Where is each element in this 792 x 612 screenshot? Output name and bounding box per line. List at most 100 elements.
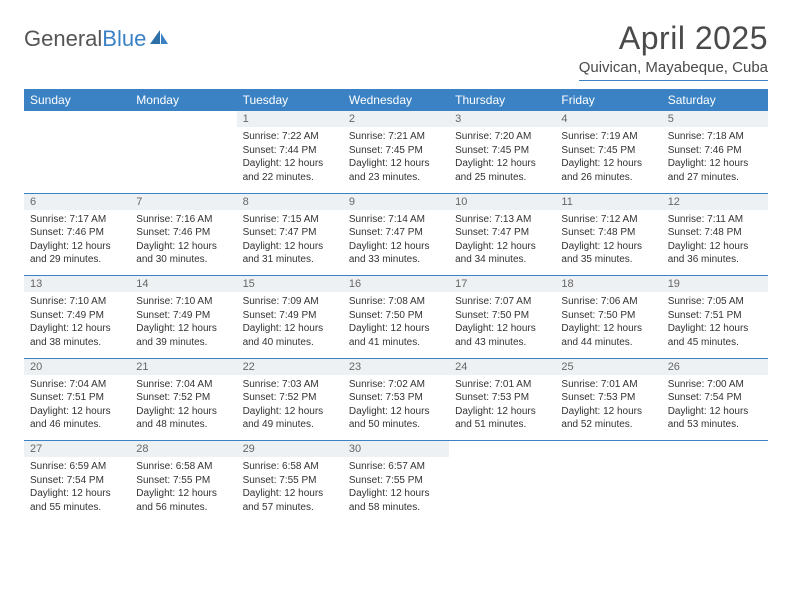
day-info-cell: Sunrise: 7:14 AMSunset: 7:47 PMDaylight:… — [343, 210, 449, 276]
day-number-cell: 22 — [237, 358, 343, 375]
location: Quivican, Mayabeque, Cuba — [579, 59, 768, 81]
day-number-cell: 9 — [343, 193, 449, 210]
day-number-cell: 5 — [662, 111, 768, 127]
sunset: Sunset: 7:48 PM — [561, 226, 655, 240]
day-number-cell: 12 — [662, 193, 768, 210]
day-info-cell: Sunrise: 7:01 AMSunset: 7:53 PMDaylight:… — [449, 375, 555, 441]
day-number-cell: 25 — [555, 358, 661, 375]
sunset: Sunset: 7:45 PM — [349, 144, 443, 158]
day-info-cell — [662, 457, 768, 523]
day-info-cell: Sunrise: 7:21 AMSunset: 7:45 PMDaylight:… — [343, 127, 449, 193]
day-info-cell: Sunrise: 7:01 AMSunset: 7:53 PMDaylight:… — [555, 375, 661, 441]
sunset: Sunset: 7:49 PM — [30, 309, 124, 323]
info-row: Sunrise: 7:04 AMSunset: 7:51 PMDaylight:… — [24, 375, 768, 441]
dow-sat: Saturday — [662, 89, 768, 111]
day-info-cell: Sunrise: 6:57 AMSunset: 7:55 PMDaylight:… — [343, 457, 449, 523]
sunset: Sunset: 7:47 PM — [455, 226, 549, 240]
daynum-row: 20212223242526 — [24, 358, 768, 375]
sunrise: Sunrise: 6:57 AM — [349, 460, 443, 474]
title-block: April 2025 Quivican, Mayabeque, Cuba — [579, 20, 768, 81]
sunrise: Sunrise: 7:07 AM — [455, 295, 549, 309]
day-number-cell: 13 — [24, 276, 130, 293]
day-info-cell: Sunrise: 6:59 AMSunset: 7:54 PMDaylight:… — [24, 457, 130, 523]
sunset: Sunset: 7:47 PM — [243, 226, 337, 240]
sunrise: Sunrise: 7:10 AM — [30, 295, 124, 309]
info-row: Sunrise: 7:17 AMSunset: 7:46 PMDaylight:… — [24, 210, 768, 276]
sunrise: Sunrise: 7:11 AM — [668, 213, 762, 227]
daylight: Daylight: 12 hours and 50 minutes. — [349, 405, 443, 432]
daylight: Daylight: 12 hours and 48 minutes. — [136, 405, 230, 432]
day-info-cell: Sunrise: 7:19 AMSunset: 7:45 PMDaylight:… — [555, 127, 661, 193]
sunset: Sunset: 7:51 PM — [668, 309, 762, 323]
daylight: Daylight: 12 hours and 23 minutes. — [349, 157, 443, 184]
sunrise: Sunrise: 7:14 AM — [349, 213, 443, 227]
day-info-cell: Sunrise: 7:15 AMSunset: 7:47 PMDaylight:… — [237, 210, 343, 276]
sunrise: Sunrise: 7:18 AM — [668, 130, 762, 144]
daylight: Daylight: 12 hours and 52 minutes. — [561, 405, 655, 432]
daylight: Daylight: 12 hours and 56 minutes. — [136, 487, 230, 514]
day-number-cell: 28 — [130, 441, 236, 458]
day-number-cell: 1 — [237, 111, 343, 127]
daylight: Daylight: 12 hours and 55 minutes. — [30, 487, 124, 514]
sunrise: Sunrise: 7:02 AM — [349, 378, 443, 392]
daylight: Daylight: 12 hours and 57 minutes. — [243, 487, 337, 514]
day-number-cell: 29 — [237, 441, 343, 458]
sunrise: Sunrise: 7:00 AM — [668, 378, 762, 392]
day-info-cell: Sunrise: 7:06 AMSunset: 7:50 PMDaylight:… — [555, 292, 661, 358]
sunset: Sunset: 7:48 PM — [668, 226, 762, 240]
info-row: Sunrise: 7:10 AMSunset: 7:49 PMDaylight:… — [24, 292, 768, 358]
day-info-cell: Sunrise: 7:09 AMSunset: 7:49 PMDaylight:… — [237, 292, 343, 358]
day-number-cell: 15 — [237, 276, 343, 293]
daylight: Daylight: 12 hours and 53 minutes. — [668, 405, 762, 432]
day-number-cell: 26 — [662, 358, 768, 375]
dow-tue: Tuesday — [237, 89, 343, 111]
daylight: Daylight: 12 hours and 44 minutes. — [561, 322, 655, 349]
dow-thu: Thursday — [449, 89, 555, 111]
sunset: Sunset: 7:54 PM — [30, 474, 124, 488]
daylight: Daylight: 12 hours and 41 minutes. — [349, 322, 443, 349]
sunset: Sunset: 7:53 PM — [455, 391, 549, 405]
logo-text-2: Blue — [102, 26, 146, 52]
daynum-row: 12345 — [24, 111, 768, 127]
day-number-cell — [449, 441, 555, 458]
daylight: Daylight: 12 hours and 22 minutes. — [243, 157, 337, 184]
month-title: April 2025 — [579, 20, 768, 57]
day-info-cell: Sunrise: 7:10 AMSunset: 7:49 PMDaylight:… — [130, 292, 236, 358]
day-number-cell: 11 — [555, 193, 661, 210]
sunset: Sunset: 7:49 PM — [243, 309, 337, 323]
day-info-cell: Sunrise: 7:03 AMSunset: 7:52 PMDaylight:… — [237, 375, 343, 441]
sunrise: Sunrise: 7:06 AM — [561, 295, 655, 309]
sunset: Sunset: 7:54 PM — [668, 391, 762, 405]
sunset: Sunset: 7:55 PM — [243, 474, 337, 488]
day-number-cell: 21 — [130, 358, 236, 375]
daylight: Daylight: 12 hours and 27 minutes. — [668, 157, 762, 184]
daylight: Daylight: 12 hours and 46 minutes. — [30, 405, 124, 432]
sunset: Sunset: 7:50 PM — [561, 309, 655, 323]
day-number-cell: 4 — [555, 111, 661, 127]
sunrise: Sunrise: 7:04 AM — [136, 378, 230, 392]
day-info-cell: Sunrise: 7:20 AMSunset: 7:45 PMDaylight:… — [449, 127, 555, 193]
day-info-cell: Sunrise: 7:04 AMSunset: 7:52 PMDaylight:… — [130, 375, 236, 441]
calendar-body: 12345Sunrise: 7:22 AMSunset: 7:44 PMDayl… — [24, 111, 768, 523]
day-number-cell: 18 — [555, 276, 661, 293]
day-info-cell: Sunrise: 7:12 AMSunset: 7:48 PMDaylight:… — [555, 210, 661, 276]
sunset: Sunset: 7:45 PM — [455, 144, 549, 158]
sunset: Sunset: 7:47 PM — [349, 226, 443, 240]
daynum-row: 13141516171819 — [24, 276, 768, 293]
sunrise: Sunrise: 7:01 AM — [561, 378, 655, 392]
sunrise: Sunrise: 7:08 AM — [349, 295, 443, 309]
daylight: Daylight: 12 hours and 31 minutes. — [243, 240, 337, 267]
info-row: Sunrise: 6:59 AMSunset: 7:54 PMDaylight:… — [24, 457, 768, 523]
sunset: Sunset: 7:52 PM — [136, 391, 230, 405]
daylight: Daylight: 12 hours and 40 minutes. — [243, 322, 337, 349]
day-number-cell: 23 — [343, 358, 449, 375]
daylight: Daylight: 12 hours and 39 minutes. — [136, 322, 230, 349]
sunrise: Sunrise: 7:04 AM — [30, 378, 124, 392]
daylight: Daylight: 12 hours and 38 minutes. — [30, 322, 124, 349]
day-number-cell: 10 — [449, 193, 555, 210]
day-info-cell: Sunrise: 7:17 AMSunset: 7:46 PMDaylight:… — [24, 210, 130, 276]
day-info-cell: Sunrise: 7:05 AMSunset: 7:51 PMDaylight:… — [662, 292, 768, 358]
day-number-cell: 16 — [343, 276, 449, 293]
sunrise: Sunrise: 7:16 AM — [136, 213, 230, 227]
day-info-cell: Sunrise: 6:58 AMSunset: 7:55 PMDaylight:… — [237, 457, 343, 523]
